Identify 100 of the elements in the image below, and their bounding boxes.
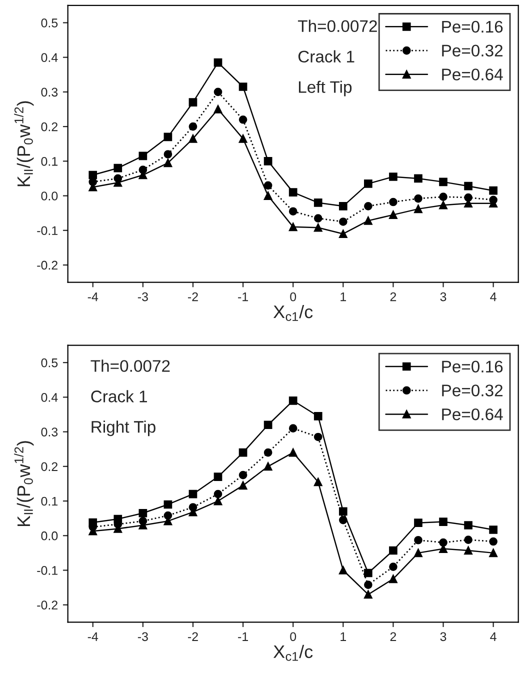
x-axis-title: X$_{c1}$/c bbox=[273, 644, 313, 661]
y-tick-label: 0.3 bbox=[41, 428, 58, 436]
x-tick-label: 0 bbox=[290, 292, 296, 302]
legend-label: Pe=0.16 bbox=[442, 360, 503, 373]
x-tick-label: 1 bbox=[340, 292, 346, 302]
x-tick-label: -1 bbox=[238, 632, 248, 641]
point bbox=[164, 158, 172, 168]
point bbox=[389, 172, 398, 181]
x-tick-label: 3 bbox=[440, 292, 446, 302]
point bbox=[114, 164, 122, 172]
point bbox=[464, 521, 472, 530]
point bbox=[439, 538, 448, 547]
point bbox=[288, 207, 298, 216]
point bbox=[364, 568, 372, 578]
point bbox=[439, 518, 448, 526]
point bbox=[164, 500, 172, 509]
point bbox=[138, 152, 148, 160]
point bbox=[264, 157, 272, 166]
point bbox=[164, 150, 172, 158]
x-tick-label: 4 bbox=[490, 292, 496, 302]
point bbox=[214, 490, 222, 498]
point bbox=[489, 526, 498, 534]
y-axis-title: K$_{II}$/(P$_{0}$w$^{1/2}$) bbox=[14, 101, 34, 186]
point bbox=[439, 200, 448, 210]
point bbox=[389, 198, 398, 206]
point bbox=[288, 396, 298, 405]
point bbox=[364, 202, 372, 210]
point bbox=[389, 574, 398, 584]
point bbox=[338, 202, 348, 210]
point bbox=[338, 230, 348, 238]
point bbox=[464, 546, 472, 555]
y-tick-label: 0.1 bbox=[41, 156, 58, 166]
y-tick-label: -0.1 bbox=[37, 226, 58, 236]
point bbox=[439, 178, 448, 186]
point bbox=[364, 180, 372, 188]
x-tick-label: 4 bbox=[490, 632, 496, 641]
point bbox=[464, 182, 472, 190]
point bbox=[414, 536, 422, 544]
point bbox=[238, 481, 248, 490]
point bbox=[389, 546, 398, 555]
legend-label: Pe=0.32 bbox=[442, 384, 503, 396]
point bbox=[414, 194, 422, 203]
x-tick-label: -3 bbox=[138, 292, 148, 302]
point bbox=[214, 88, 222, 96]
point bbox=[238, 448, 248, 457]
point bbox=[338, 507, 348, 516]
point bbox=[188, 134, 198, 143]
annotation: Crack 1 bbox=[298, 50, 354, 62]
point bbox=[264, 420, 272, 430]
x-tick-label: 3 bbox=[440, 632, 446, 642]
point bbox=[489, 186, 498, 195]
point bbox=[389, 210, 398, 219]
y-tick-label: -0.1 bbox=[37, 566, 58, 575]
annotation: Th=0.0072 bbox=[298, 20, 377, 32]
point bbox=[389, 562, 398, 571]
y-axis-title: K$_{II}$/(P$_{0}$w$^{1/2}$) bbox=[14, 441, 34, 526]
point bbox=[288, 424, 298, 433]
point bbox=[238, 470, 248, 480]
y-tick-label: -0.2 bbox=[37, 260, 58, 270]
point bbox=[414, 204, 422, 214]
y-tick-label: 0.2 bbox=[41, 122, 58, 132]
point bbox=[264, 462, 272, 471]
point bbox=[238, 115, 248, 124]
point bbox=[314, 478, 322, 486]
point bbox=[414, 548, 422, 558]
legend-label: Pe=0.32 bbox=[442, 44, 503, 57]
x-tick-label: -4 bbox=[88, 632, 98, 641]
x-tick-label: -2 bbox=[188, 292, 198, 302]
y-tick-label: -0.2 bbox=[37, 600, 58, 610]
point bbox=[264, 181, 272, 190]
point bbox=[414, 174, 422, 183]
point bbox=[364, 590, 372, 599]
point bbox=[214, 472, 222, 481]
annotation: Crack 1 bbox=[91, 390, 147, 402]
y-tick-label: 0.5 bbox=[41, 358, 58, 368]
point bbox=[489, 548, 498, 558]
point bbox=[88, 170, 98, 180]
point bbox=[214, 58, 222, 67]
y-tick-label: 0.4 bbox=[41, 53, 58, 62]
point bbox=[338, 516, 348, 524]
y-tick-label: 0.3 bbox=[41, 88, 58, 97]
annotation: Th=0.0072 bbox=[90, 360, 170, 372]
x-tick-label: -1 bbox=[238, 292, 248, 302]
point bbox=[338, 218, 348, 226]
annotation: Left Tip bbox=[298, 80, 352, 96]
point bbox=[314, 223, 322, 232]
point bbox=[288, 188, 298, 196]
point bbox=[238, 82, 248, 91]
point bbox=[364, 580, 372, 589]
point bbox=[188, 122, 198, 131]
x-tick-label: 2 bbox=[390, 292, 396, 302]
point bbox=[464, 536, 472, 544]
x-tick-label: 0 bbox=[290, 632, 296, 642]
point bbox=[489, 537, 498, 546]
point bbox=[414, 518, 422, 527]
annotation: Right Tip bbox=[92, 420, 156, 436]
y-tick-label: 0.5 bbox=[41, 18, 58, 28]
point bbox=[464, 193, 472, 202]
point bbox=[138, 508, 148, 518]
x-axis-title: X$_{c1}$/c bbox=[273, 304, 313, 322]
